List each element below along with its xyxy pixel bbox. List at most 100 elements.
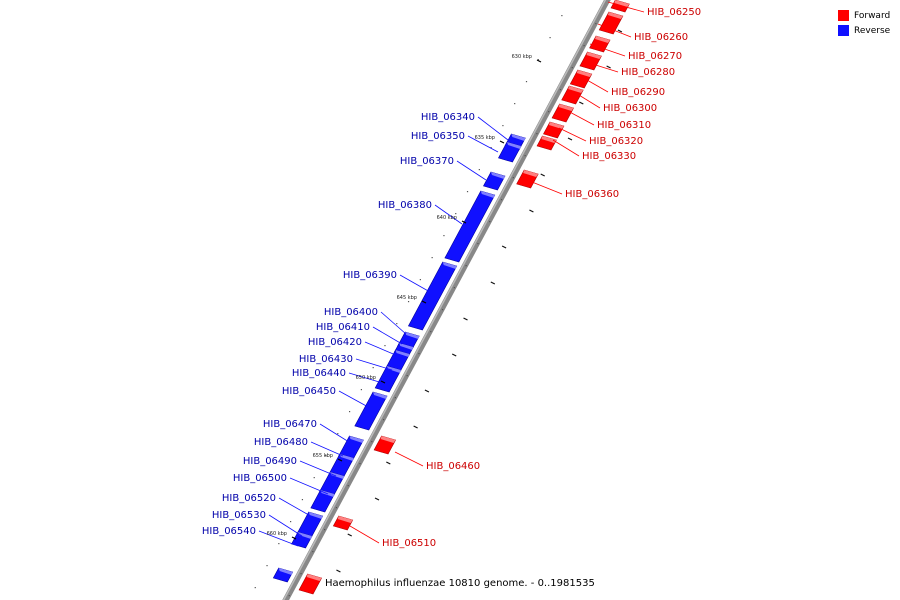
reverse-leader-line (319, 423, 350, 443)
guide-dot (324, 529, 326, 531)
guide-dot (406, 375, 408, 377)
track-dash (529, 209, 534, 213)
label-leaders (258, 1, 645, 547)
reverse-gene-label: HIB_06520 (222, 493, 276, 504)
forward-gene-label: HIB_06280 (621, 67, 675, 78)
gene-bevel (297, 532, 312, 539)
reverse-gene-label: HIB_06400 (324, 307, 378, 318)
reverse-gene-label: HIB_06530 (212, 510, 266, 521)
gene-bevel (278, 568, 293, 575)
forward-gene-label: HIB_06310 (597, 120, 651, 131)
guide-dot (278, 543, 280, 545)
gene-bevel (337, 516, 353, 523)
gene-bevel (380, 436, 396, 443)
legend: Forward Reverse (838, 8, 890, 38)
guide-dot (371, 441, 373, 443)
reverse-gene-label: HIB_06410 (316, 322, 370, 333)
guide-dot (335, 507, 338, 509)
gene-bevel (576, 70, 592, 77)
forward-leader-line (579, 75, 609, 93)
guide-dot (325, 455, 327, 457)
gene-bevel (568, 86, 584, 93)
reverse-leader-line (380, 311, 407, 335)
guide-dot (455, 213, 457, 215)
gene-bevel (308, 512, 323, 519)
guide-dot (453, 287, 455, 289)
reverse-leader-line (278, 497, 315, 519)
scale-tick-mark (499, 140, 505, 144)
guide-dot (382, 419, 385, 421)
guide-dot (372, 367, 374, 369)
legend-reverse-label: Reverse (854, 25, 891, 36)
legend-forward-swatch (838, 10, 849, 21)
gene-bevel (339, 454, 354, 461)
reverse-leader-line (355, 358, 393, 371)
reverse-gene-block (310, 489, 335, 513)
guide-dot (559, 89, 562, 91)
guide-dot (502, 125, 504, 127)
gene-bevel (558, 104, 574, 111)
guide-dot (348, 411, 351, 413)
gene-bevel (330, 472, 345, 479)
reverse-gene-block (354, 391, 388, 431)
track-dash (490, 281, 496, 285)
gene-bevel (595, 36, 611, 43)
track-dash (617, 29, 623, 33)
track-dash (347, 533, 352, 537)
guide-dot (477, 243, 479, 245)
forward-leader-line (597, 23, 632, 38)
forward-leader-line (349, 525, 380, 544)
reverse-leader-line (399, 274, 431, 293)
guide-dot (288, 595, 290, 597)
guide-dot (300, 573, 302, 575)
guide-dot (312, 551, 314, 553)
reverse-leader-line (364, 341, 399, 357)
guide-dot (512, 177, 514, 179)
track-dash (424, 389, 430, 393)
reverse-leader-line (348, 372, 387, 385)
gene-bevel (614, 0, 630, 7)
gene-bevel (507, 142, 522, 149)
forward-gene-label: HIB_06320 (589, 136, 643, 147)
track-dash (463, 317, 468, 321)
reverse-leader-line (434, 204, 463, 225)
guide-dot (441, 309, 444, 311)
guide-dot (548, 111, 550, 113)
reverse-leader-line (268, 514, 303, 537)
forward-leader-line (573, 91, 601, 109)
scale-tick-mark (380, 380, 386, 384)
legend-forward: Forward (838, 8, 890, 23)
track-dash (386, 461, 391, 465)
guide-dot (595, 23, 597, 25)
guide-dot (490, 147, 492, 149)
scale-tick-mark (536, 59, 542, 63)
reverse-gene-label: HIB_06500 (233, 473, 287, 484)
scale-tick-mark (337, 458, 343, 462)
reverse-leader-line (299, 460, 337, 477)
guide-dot (430, 331, 432, 333)
reverse-leader-line (289, 477, 329, 495)
gene-bevel (523, 170, 539, 177)
gene-bevel (349, 436, 364, 443)
guide-dot (443, 235, 445, 237)
forward-gene-label: HIB_06460 (426, 461, 480, 472)
track-dash (501, 245, 507, 249)
reverse-leader-line (310, 441, 344, 457)
forward-leader-line (565, 109, 595, 126)
track-dash (374, 497, 380, 501)
guide-dot (549, 37, 551, 39)
reverse-gene-label: HIB_06390 (343, 270, 397, 281)
gene-features (272, 0, 630, 595)
gene-bevel (306, 574, 322, 581)
gene-bevel (480, 191, 495, 198)
reverse-leader-line (258, 530, 299, 547)
gene-bevel (373, 392, 388, 399)
scale-tick-label: 635 kbp (475, 135, 495, 141)
guide-dot (301, 499, 304, 501)
forward-gene-label: HIB_06270 (628, 51, 682, 62)
forward-leader-line (531, 181, 563, 195)
guide-dot (489, 221, 491, 223)
scale-tick-label: 630 kbp (512, 54, 532, 60)
scale-tick-label: 655 kbp (313, 453, 333, 459)
